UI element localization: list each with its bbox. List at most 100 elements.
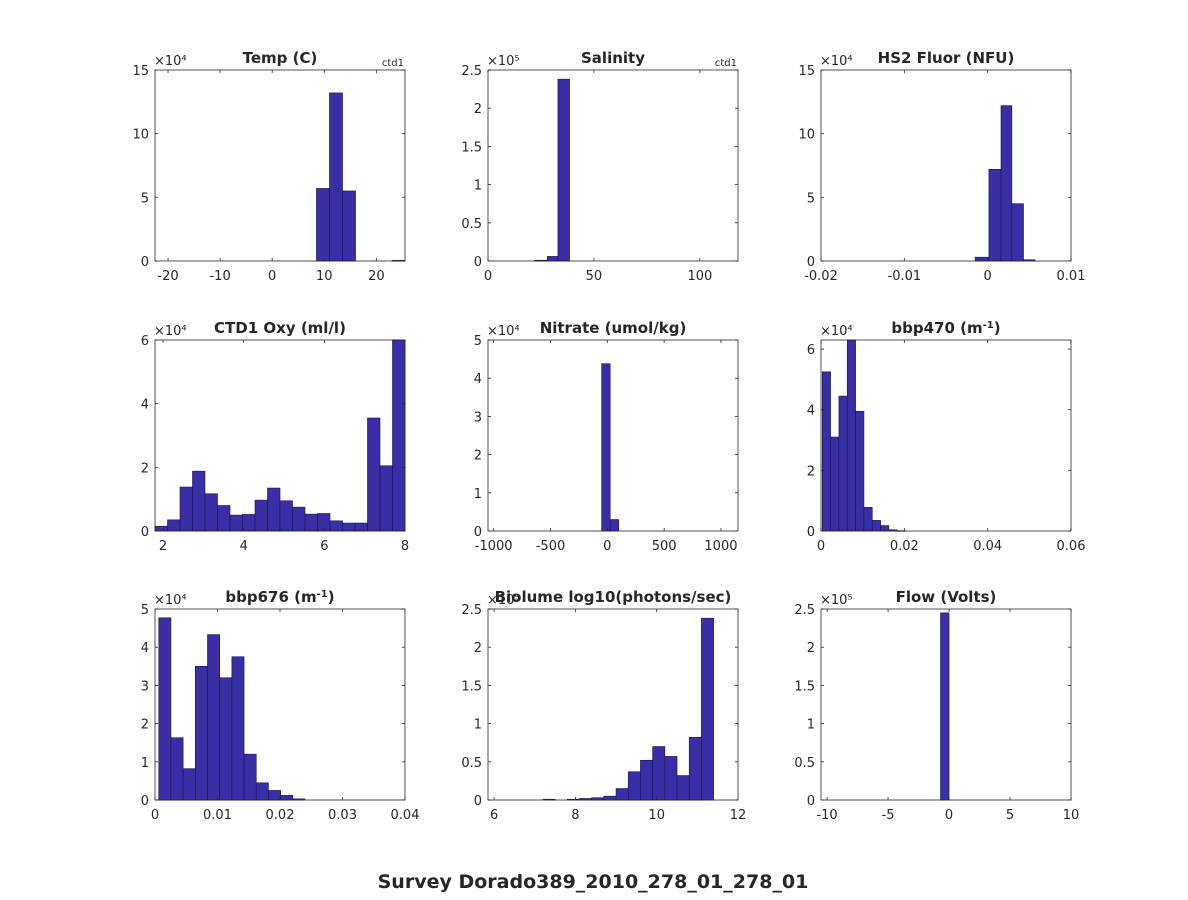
y-tick-label: 5 xyxy=(141,191,149,206)
histogram-bar xyxy=(255,782,269,801)
y-tick-label: 10 xyxy=(798,128,815,143)
histogram-bar xyxy=(280,795,294,801)
x-tick-label: 12 xyxy=(730,808,747,823)
y-tick-label: 10 xyxy=(132,128,149,143)
y-tick-label: 6 xyxy=(807,343,815,358)
y-tick-label: 1.5 xyxy=(461,140,482,155)
subplot: -10 -5 0 5 10 0 0.5 1 1.5 2 2.5 ×10⁵ Flow (Volts) xyxy=(794,588,1079,823)
axes-frame xyxy=(487,69,739,262)
histogram-bar xyxy=(292,798,306,801)
x-tick-label: 20 xyxy=(368,269,385,284)
histogram-bar xyxy=(207,634,220,801)
histogram-bar xyxy=(940,612,950,801)
x-tick-label: 0.02 xyxy=(266,808,295,823)
y-exponent-label: ×10⁴ xyxy=(154,593,187,608)
subplot: 0 0.02 0.04 0.06 0 2 4 6 ×10⁴ bbp470 (m-1) xyxy=(807,319,1086,554)
subplot-title: HS2 Fluor (NFU) xyxy=(878,49,1015,67)
y-exponent-label: ×10⁴ xyxy=(154,54,187,69)
bar-series xyxy=(974,105,1036,262)
histogram-bar xyxy=(974,256,990,262)
y-tick-label: 1 xyxy=(807,718,815,733)
histogram-bar xyxy=(688,737,702,801)
y-tick-label: 5 xyxy=(141,603,149,618)
subplot: 0 50 100 0 0.5 1 1.5 2 2.5 ×10⁵ Salinity ctd1 xyxy=(461,49,739,284)
bar-series xyxy=(821,339,906,532)
x-tick-label: 0.01 xyxy=(1057,269,1086,284)
bar-series xyxy=(158,617,306,801)
y-tick-label: 0.5 xyxy=(461,756,482,771)
x-tick-label: 0 xyxy=(151,808,159,823)
histogram-bar xyxy=(1000,105,1013,262)
x-tick-label: 500 xyxy=(652,539,677,554)
histogram-bar xyxy=(195,665,208,801)
x-tick-label: 0 xyxy=(603,539,611,554)
bar-series xyxy=(601,363,619,532)
y-tick-label: 3 xyxy=(474,410,482,425)
histogram-bar xyxy=(304,513,318,532)
histogram-bar xyxy=(640,759,653,801)
y-tick-label: 2 xyxy=(807,641,815,656)
y-tick-label: 0 xyxy=(474,255,482,270)
x-tick-label: -10 xyxy=(816,808,837,823)
x-tick-label: 10 xyxy=(1063,808,1080,823)
x-tick-label: 0.04 xyxy=(391,808,420,823)
histogram-bar xyxy=(243,753,257,801)
x-tick-label: 0.06 xyxy=(1057,539,1086,554)
histogram-bar xyxy=(871,520,881,532)
x-tick-label: 50 xyxy=(586,269,603,284)
histogram-bar xyxy=(158,617,172,801)
histogram-bar xyxy=(329,520,343,532)
x-tick-label: 0 xyxy=(484,269,492,284)
histogram-bar xyxy=(292,506,306,532)
histogram-bar xyxy=(254,499,268,532)
x-tick-label: 0 xyxy=(984,269,992,284)
x-tick-label: 0 xyxy=(817,539,825,554)
x-tick-label: 100 xyxy=(687,269,712,284)
y-tick-label: 0 xyxy=(807,255,815,270)
y-tick-label: 2 xyxy=(141,461,149,476)
y-tick-label: 1 xyxy=(474,179,482,194)
histogram-bar xyxy=(367,417,381,532)
histogram-bar xyxy=(192,470,206,532)
y-exponent-label: ×10⁵ xyxy=(820,593,853,608)
histogram-bar xyxy=(676,775,690,801)
subplot-annotation: ctd1 xyxy=(715,58,737,69)
histogram-bar xyxy=(179,486,193,532)
bar-series xyxy=(940,612,950,801)
title-superscript: -1 xyxy=(983,320,994,331)
bar-series xyxy=(154,339,406,532)
y-tick-label: 5 xyxy=(474,334,482,349)
histogram-bar xyxy=(204,493,218,532)
y-tick-label: 1.5 xyxy=(794,679,815,694)
histogram-bar xyxy=(888,529,898,532)
histogram-bar xyxy=(167,519,181,532)
subplot-title: Nitrate (umol/kg) xyxy=(540,319,687,337)
y-tick-label: 1.5 xyxy=(461,679,482,694)
y-tick-label: 0.5 xyxy=(461,217,482,232)
histogram-bar xyxy=(242,514,256,532)
histogram-bar xyxy=(342,522,356,532)
histogram-bar xyxy=(542,798,556,801)
subplot-title: Biolume log10(photons/sec) xyxy=(495,588,732,606)
y-tick-label: 2.5 xyxy=(794,603,815,618)
x-tick-label: 10 xyxy=(648,808,665,823)
y-tick-label: 15 xyxy=(132,64,149,79)
x-tick-label: 10 xyxy=(316,269,333,284)
y-tick-label: 5 xyxy=(807,191,815,206)
histogram-bar xyxy=(354,522,368,532)
x-tick-label: 2 xyxy=(159,539,167,554)
y-tick-label: 0 xyxy=(807,525,815,540)
histogram-bar xyxy=(329,92,343,262)
y-exponent-label: ×10⁴ xyxy=(154,324,187,339)
subplot-title: bbp470 (m-1) xyxy=(891,319,1000,337)
histogram-bar xyxy=(217,505,231,532)
histogram-bar xyxy=(182,768,196,801)
histogram-bar xyxy=(170,737,184,801)
histogram-bar xyxy=(557,78,570,262)
histogram-bar xyxy=(627,771,641,801)
x-tick-label: -0.01 xyxy=(888,269,922,284)
histogram-bar xyxy=(880,525,890,532)
subplot: -20 -10 0 10 20 0 5 10 15 ×10⁴ Temp (C) ctd1 xyxy=(132,49,406,284)
